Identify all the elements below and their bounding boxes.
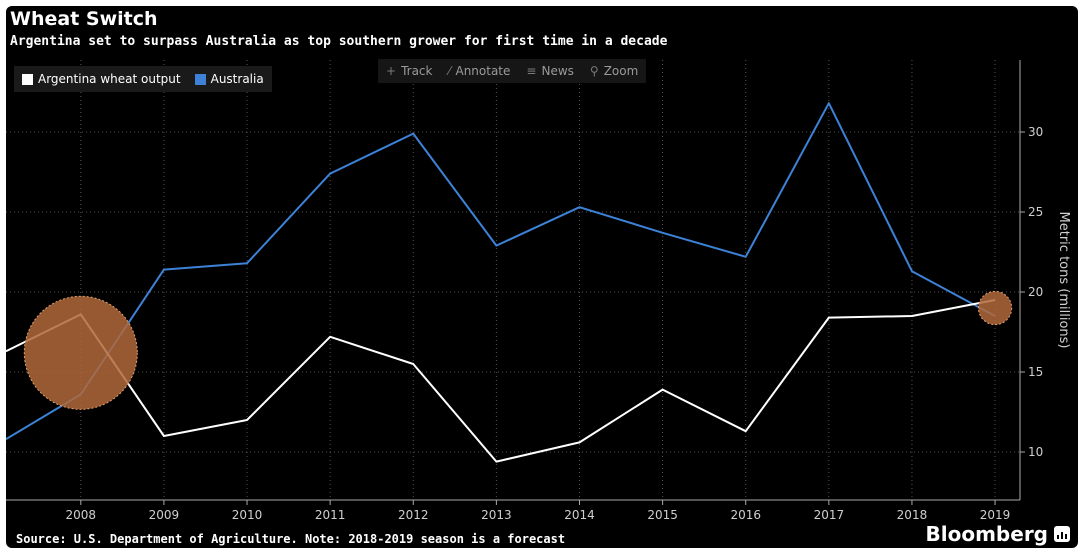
- track-button[interactable]: + Track: [386, 64, 432, 78]
- line-chart: 2008 2009 2010 2011 2012 2013 2014 2015 2016 2017…: [6, 60, 1071, 522]
- track-label: Track: [401, 64, 433, 78]
- legend-entry-argentina[interactable]: Argentina wheat output: [22, 72, 181, 86]
- legend: Argentina wheat output Australia: [14, 66, 272, 92]
- y-tick-label: 30: [1028, 125, 1043, 139]
- source-note: Source: U.S. Department of Agriculture. …: [16, 532, 566, 546]
- bloomberg-terminal-icon: [1054, 526, 1070, 542]
- legend-swatch-australia: [194, 73, 206, 85]
- chart-subtitle: Argentina set to surpass Australia as to…: [10, 34, 668, 49]
- highlight-circle-2008: [23, 295, 138, 410]
- legend-label-australia: Australia: [210, 72, 264, 86]
- x-tick-label: 2013: [481, 508, 512, 522]
- x-tick-label: 2009: [149, 508, 180, 522]
- y-axis-label: Metric tons (millions): [1056, 212, 1071, 349]
- chart-panel: Wheat Switch Argentina set to surpass Au…: [6, 6, 1078, 548]
- x-tick-label: 2018: [897, 508, 928, 522]
- brand-logo: Bloomberg: [926, 522, 1070, 546]
- y-tick-label: 15: [1028, 365, 1043, 379]
- crosshair-icon: +: [386, 64, 397, 78]
- brand-name: Bloomberg: [925, 522, 1048, 546]
- x-tick-label: 2010: [232, 508, 263, 522]
- x-tick-label: 2014: [564, 508, 595, 522]
- pencil-icon: ⁄: [448, 64, 451, 78]
- x-tick-label: 2015: [647, 508, 678, 522]
- chart-toolbar: + Track ⁄ Annotate ≡ News ⚲ Zoom: [378, 59, 647, 83]
- magnifier-icon: ⚲: [589, 64, 599, 78]
- zoom-label: Zoom: [603, 64, 639, 78]
- legend-swatch-argentina: [22, 73, 33, 85]
- highlight-circle-2019: [977, 290, 1013, 326]
- y-tick-label: 20: [1028, 285, 1043, 299]
- x-tick-label: 2011: [315, 508, 346, 522]
- series-line-australia: [6, 102, 996, 441]
- x-tick-label: 2019: [980, 508, 1011, 522]
- y-tick-label: 10: [1028, 445, 1043, 459]
- news-button[interactable]: ≡ News: [526, 64, 574, 78]
- chart-title: Wheat Switch: [10, 8, 158, 30]
- annotate-label: Annotate: [455, 64, 511, 78]
- news-label: News: [541, 64, 574, 78]
- legend-label-argentina: Argentina wheat output: [38, 72, 181, 86]
- x-tick-label: 2017: [814, 508, 845, 522]
- zoom-button[interactable]: ⚲ Zoom: [590, 64, 638, 78]
- y-tick-label: 25: [1028, 205, 1043, 219]
- news-icon: ≡: [526, 64, 537, 78]
- x-tick-label: 2008: [66, 508, 97, 522]
- series-line-argentina: [6, 299, 996, 463]
- x-tick-label: 2012: [398, 508, 429, 522]
- annotate-button[interactable]: ⁄ Annotate: [448, 64, 510, 78]
- legend-entry-australia[interactable]: Australia: [194, 72, 264, 86]
- x-tick-label: 2016: [730, 508, 761, 522]
